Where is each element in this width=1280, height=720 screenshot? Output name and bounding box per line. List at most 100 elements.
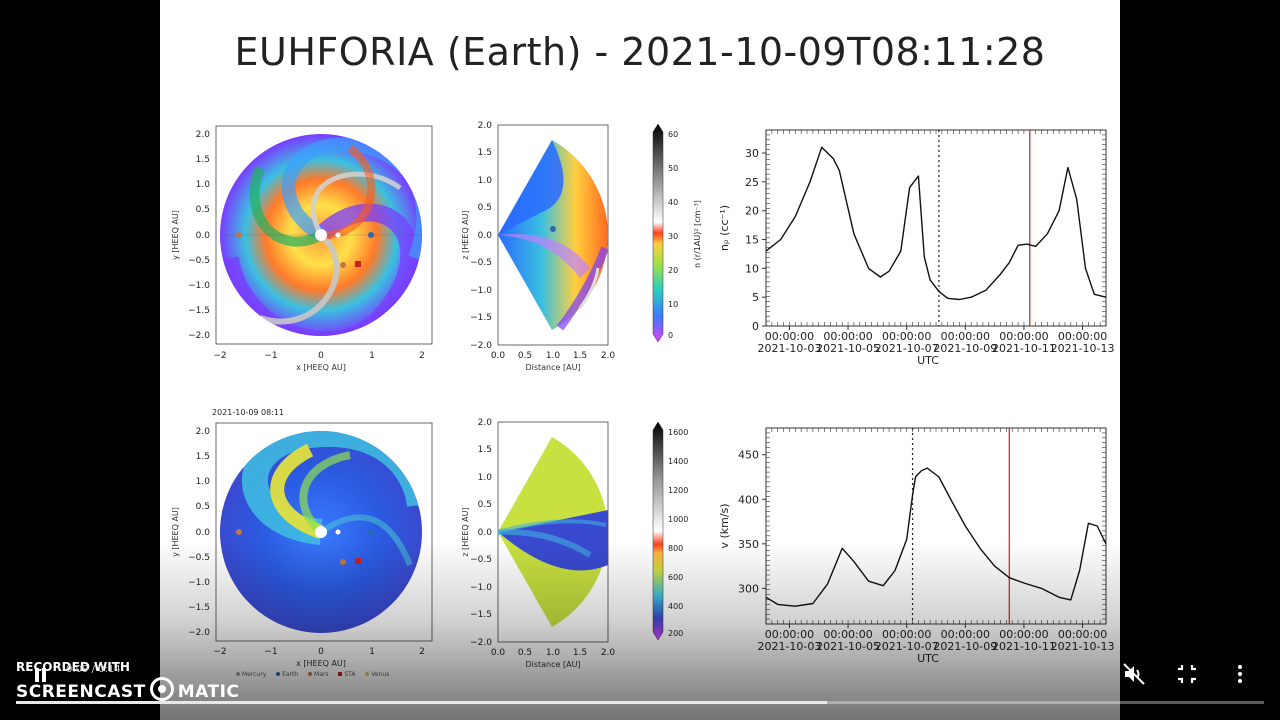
colorbar-tick: 60: [668, 130, 678, 139]
tick-label: −1: [264, 647, 277, 657]
legend-label: Earth: [282, 671, 299, 678]
mars-marker: [340, 559, 346, 565]
tick-label: 0.5: [518, 351, 532, 361]
tick-label: −1.5: [188, 306, 210, 316]
legend-label: Mercury: [241, 671, 267, 678]
tick-label: 0: [318, 351, 324, 361]
slide-title: EUHFORIA (Earth) - 2021-10-09T08:11:28: [234, 30, 1046, 74]
equatorial-speed-svg: 2021-10-09 08:11 −2 −1 0 1 2 2.0 1.5 1.0: [171, 408, 433, 668]
tick-label: −1: [264, 351, 277, 361]
colorbar-tick: 800: [668, 544, 683, 553]
series-line: [765, 146, 1107, 301]
tick-label: 1.0: [546, 648, 561, 658]
y-tick-label: 20: [745, 205, 759, 218]
tick-label: 0.0: [196, 231, 211, 241]
colorbar-tick: 600: [668, 573, 683, 582]
more-options-button[interactable]: [1226, 660, 1254, 688]
mute-button[interactable]: [1120, 660, 1148, 688]
tick-label: −1.5: [470, 610, 492, 620]
y-tick-label: 300: [738, 582, 759, 595]
tick-label: 0.0: [491, 351, 506, 361]
y-axis-label: nₚ (cc⁻¹): [718, 205, 731, 251]
colorbar-tick: 1400: [668, 457, 688, 466]
y-tick-label: 350: [738, 538, 759, 551]
tick-label: 0.5: [196, 205, 210, 215]
x-tick-time: 00:00:00: [1058, 330, 1107, 343]
legend-item: Mercury: [236, 671, 266, 678]
tick-label: −2: [213, 351, 226, 361]
tick-label: 0.5: [478, 500, 492, 510]
tick-label: −1.0: [188, 281, 210, 291]
x-tick-date: 2021-10-11: [992, 342, 1056, 355]
tick-label: 1: [369, 647, 375, 657]
tick-label: 1.5: [478, 148, 492, 158]
y-tick-label: 30: [745, 147, 759, 160]
x-tick-time: 00:00:00: [823, 330, 872, 343]
tick-label: 2.0: [478, 418, 493, 428]
tick-label: −1.0: [470, 583, 492, 593]
colorbar-tick: 1000: [668, 515, 688, 524]
x-tick-date: 2021-10-05: [816, 342, 880, 355]
y-axis-label: y [HEEQ AU]: [171, 210, 180, 260]
y-axis-label: v (km/s): [718, 503, 731, 548]
sta-marker: [355, 558, 361, 564]
tick-label: −1.0: [470, 286, 492, 296]
tick-label: −0.5: [188, 553, 210, 563]
tick-label: 1.5: [196, 155, 210, 165]
tick-label: 1.0: [478, 176, 493, 186]
legend-label: Venus: [371, 671, 390, 678]
x-axis-label: UTC: [917, 354, 939, 367]
x-tick-time: 00:00:00: [941, 330, 990, 343]
equatorial-density-svg: −2 −1 0 1 2 2.0 1.5 1.0 0.5 0.0 −0.5 −1.…: [171, 125, 433, 372]
tick-label: 0.0: [478, 231, 493, 241]
tick-label: 0.0: [478, 528, 493, 538]
progress-bar[interactable]: [16, 701, 1264, 704]
x-axis-label: Distance [AU]: [525, 363, 580, 372]
tick-label: −1.5: [188, 603, 210, 613]
colorbar-tick: 1600: [668, 428, 688, 437]
tick-label: 2.0: [601, 648, 616, 658]
timecode: 0:09 / 0:14: [66, 664, 121, 675]
tick-label: −2: [213, 647, 226, 657]
watermark-left: SCREENCAST: [16, 682, 146, 702]
venus-marker: [236, 232, 242, 238]
x-axis-label: x [HEEQ AU]: [296, 659, 346, 668]
meridional-density-svg: 0.0 0.5 1.0 1.5 2.0 2.0 1.5 1.0 0.5 0.0 …: [461, 121, 615, 372]
y-tick-label: 450: [738, 449, 759, 462]
colorbar-tick: 40: [668, 198, 678, 207]
legend-item: Mars: [308, 671, 328, 678]
density-colorbar: 60 50 40 30 20 10 0 n (r/1AU)² [cm⁻³]: [648, 122, 720, 348]
meridional-speed-svg: 0.0 0.5 1.0 1.5 2.0 2.0 1.5 1.0 0.5 0.0 …: [461, 418, 616, 669]
x-axis-label: x [HEEQ AU]: [296, 363, 346, 372]
x-axis-label: Distance [AU]: [525, 660, 580, 669]
tick-label: −2.0: [470, 341, 492, 351]
tick-label: 1.0: [546, 351, 561, 361]
planet-marker: [368, 529, 374, 535]
sta-marker: [355, 261, 361, 267]
tick-label: 1: [369, 351, 375, 361]
timestamp-label: 2021-10-09 08:11: [212, 408, 284, 417]
pause-button[interactable]: [34, 668, 48, 682]
exit-fullscreen-icon: [1178, 665, 1196, 683]
exit-fullscreen-button[interactable]: [1173, 660, 1201, 688]
colorbar-tick: 30: [668, 232, 678, 241]
venus-marker: [236, 529, 242, 535]
tick-label: −0.5: [470, 258, 492, 268]
x-tick-date: 2021-10-03: [757, 640, 821, 653]
equatorial-speed-map: 2021-10-09 08:11 −2 −1 0 1 2 2.0 1.5 1.0: [171, 405, 490, 678]
legend-label: STA: [344, 671, 356, 678]
x-tick-time: 00:00:00: [999, 330, 1048, 343]
x-axis-label: UTC: [917, 652, 939, 665]
tick-label: 0.5: [196, 502, 210, 512]
y-tick-label: 400: [738, 493, 759, 506]
y-tick-label: 15: [745, 234, 759, 247]
planet-legend: Mercury Earth Mars STA Venus: [236, 671, 476, 681]
x-tick-date: 2021-10-03: [757, 342, 821, 355]
density-timeseries-svg: 30252015105000:00:002021-10-0300:00:0020…: [718, 129, 1115, 367]
colorbar-tick: 10: [668, 300, 678, 309]
series-line: [765, 467, 1107, 607]
tick-label: −2.0: [188, 331, 210, 341]
x-tick-time: 00:00:00: [882, 330, 931, 343]
colorbar-label: n (r/1AU)² [cm⁻³]: [693, 200, 702, 268]
x-tick-date: 2021-10-05: [816, 640, 880, 653]
